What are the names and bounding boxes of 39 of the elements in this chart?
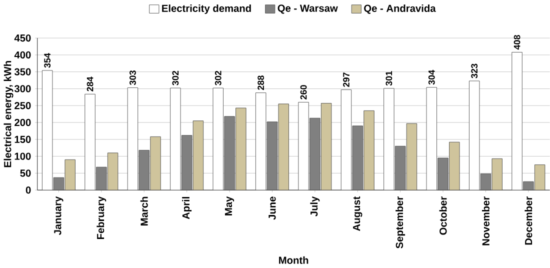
y-tick-label: 50 (20, 170, 31, 177)
x-tick-label: June (268, 196, 276, 220)
data-label: 354 (44, 53, 51, 68)
data-label: 302 (172, 71, 179, 86)
x-axis-title: Month (279, 256, 308, 264)
data-label: 302 (214, 71, 222, 86)
y-tick-label: 0 (26, 186, 31, 194)
y-tick-label: 350 (14, 68, 31, 76)
y-tick-label: 400 (14, 52, 31, 59)
y-tick-label: 150 (14, 136, 31, 144)
data-label: 323 (471, 64, 478, 78)
data-label: 260 (300, 85, 307, 100)
y-tick-label: 300 (14, 85, 31, 92)
legend-label: Electricity demand (162, 4, 251, 14)
x-tick-label: September (396, 196, 406, 249)
y-tick-label: 450 (14, 34, 31, 42)
x-tick-label: May (224, 196, 234, 216)
legend-label: Qe - Andravida (364, 4, 436, 14)
y-tick-label: 250 (14, 102, 31, 110)
data-label: 301 (386, 71, 392, 86)
data-label: 297 (343, 72, 350, 88)
x-tick-label: August (353, 196, 362, 232)
y-axis-title: Electrical energy, kWh (4, 61, 14, 168)
x-tick-label: February (96, 196, 106, 240)
legend-label: Qe - Warsaw (278, 4, 338, 14)
x-tick-label: October (439, 196, 447, 235)
data-label: 303 (130, 70, 136, 86)
x-tick-label: December (524, 196, 532, 245)
y-tick-label: 100 (14, 152, 31, 160)
data-label: 284 (86, 76, 94, 92)
data-label: 288 (258, 76, 264, 90)
x-tick-label: March (140, 197, 148, 226)
x-tick-label: January (54, 196, 64, 236)
data-label: 408 (514, 35, 520, 50)
x-tick-label: November (482, 196, 490, 246)
y-tick-label: 200 (14, 119, 31, 126)
x-tick-label: July (310, 196, 320, 217)
x-tick-label: April (182, 197, 192, 220)
data-label: 304 (428, 70, 435, 85)
